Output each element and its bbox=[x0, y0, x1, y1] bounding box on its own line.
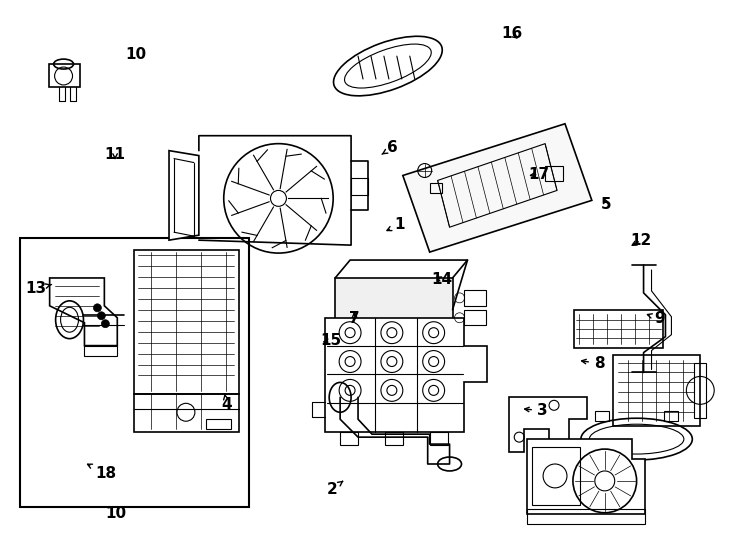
Text: 16: 16 bbox=[501, 26, 522, 41]
Text: 1: 1 bbox=[387, 217, 405, 232]
Text: 11: 11 bbox=[104, 147, 126, 162]
Polygon shape bbox=[325, 318, 487, 432]
Circle shape bbox=[98, 312, 106, 320]
Bar bbox=[340, 302, 358, 312]
Bar bbox=[465, 290, 487, 306]
Text: 4: 4 bbox=[222, 394, 232, 412]
Polygon shape bbox=[50, 278, 117, 346]
Text: 13: 13 bbox=[25, 281, 51, 296]
Bar bbox=[527, 509, 644, 524]
Text: 9: 9 bbox=[647, 311, 664, 326]
Bar bbox=[429, 184, 442, 193]
Bar bbox=[336, 280, 364, 302]
Text: 14: 14 bbox=[432, 272, 453, 287]
Text: 3: 3 bbox=[525, 403, 548, 418]
Bar bbox=[335, 278, 453, 326]
Text: 2: 2 bbox=[327, 481, 343, 497]
Text: 10: 10 bbox=[125, 46, 146, 62]
Bar bbox=[532, 447, 580, 505]
Bar bbox=[206, 419, 230, 429]
Bar bbox=[613, 355, 700, 426]
Circle shape bbox=[101, 320, 109, 328]
Polygon shape bbox=[527, 439, 644, 514]
Text: 12: 12 bbox=[631, 233, 652, 248]
Bar bbox=[134, 250, 239, 394]
Bar bbox=[694, 362, 706, 418]
Text: 5: 5 bbox=[601, 197, 612, 212]
Bar bbox=[574, 310, 664, 348]
Polygon shape bbox=[509, 397, 587, 452]
Text: 8: 8 bbox=[581, 356, 605, 371]
Text: 15: 15 bbox=[320, 333, 341, 348]
Bar bbox=[465, 310, 487, 325]
Text: 18: 18 bbox=[87, 464, 116, 481]
Text: 6: 6 bbox=[382, 140, 398, 155]
Polygon shape bbox=[169, 151, 199, 240]
Bar bbox=[545, 166, 563, 181]
Text: 10: 10 bbox=[106, 506, 127, 521]
Text: 17: 17 bbox=[528, 167, 549, 182]
Bar bbox=[134, 394, 239, 432]
Bar bbox=[20, 238, 249, 507]
Text: 7: 7 bbox=[349, 311, 360, 326]
Circle shape bbox=[93, 304, 101, 312]
Polygon shape bbox=[403, 124, 592, 252]
